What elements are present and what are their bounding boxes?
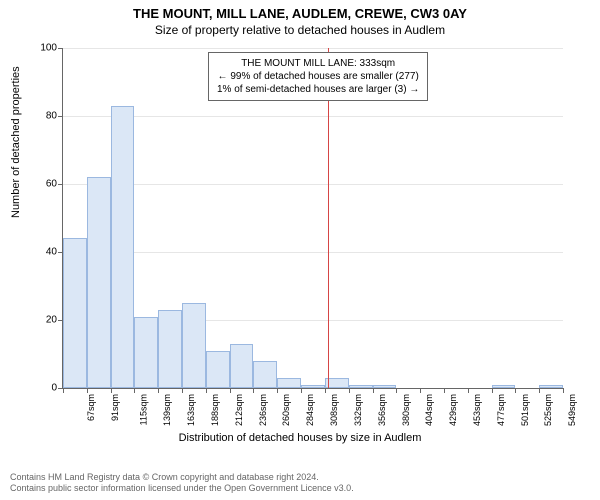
x-tick-label: 91sqm (110, 394, 120, 421)
histogram-bar (206, 351, 230, 388)
x-tick-mark (349, 388, 350, 393)
histogram-bar (158, 310, 182, 388)
x-tick-mark (134, 388, 135, 393)
y-tick-label: 40 (46, 247, 63, 258)
x-tick-mark (492, 388, 493, 393)
x-tick-label: 115sqm (138, 394, 148, 425)
histogram-bar (492, 385, 516, 388)
x-tick-label: 549sqm (567, 394, 577, 426)
histogram-bar (349, 385, 373, 388)
x-tick-label: 284sqm (305, 394, 315, 426)
x-tick-mark (253, 388, 254, 393)
histogram-bar (63, 238, 87, 388)
y-tick-label: 80 (46, 111, 63, 122)
histogram-bar (111, 106, 135, 388)
x-tick-label: 260sqm (282, 394, 292, 426)
footer-text: Contains HM Land Registry data © Crown c… (10, 472, 354, 494)
x-tick-label: 236sqm (258, 394, 268, 426)
x-tick-mark (158, 388, 159, 393)
x-tick-mark (206, 388, 207, 393)
x-tick-label: 477sqm (496, 394, 506, 426)
x-tick-mark (87, 388, 88, 393)
x-tick-mark (396, 388, 397, 393)
x-tick-label: 212sqm (234, 394, 244, 426)
x-tick-mark (420, 388, 421, 393)
x-tick-mark (325, 388, 326, 393)
x-tick-label: 139sqm (162, 394, 172, 426)
histogram-bar (253, 361, 277, 388)
histogram-bar (373, 385, 397, 388)
x-tick-mark (277, 388, 278, 393)
histogram-bar (134, 317, 158, 388)
x-tick-label: 453sqm (472, 394, 482, 426)
histogram-bar (277, 378, 301, 388)
x-tick-label: 380sqm (401, 394, 411, 426)
footer-line-1: Contains HM Land Registry data © Crown c… (10, 472, 354, 483)
x-tick-mark (373, 388, 374, 393)
x-tick-mark (468, 388, 469, 393)
histogram-bar (182, 303, 206, 388)
x-tick-label: 163sqm (186, 394, 196, 426)
x-tick-mark (63, 388, 64, 393)
x-tick-mark (563, 388, 564, 393)
grid-line (63, 116, 563, 117)
histogram-bar (87, 177, 111, 388)
x-tick-label: 404sqm (424, 394, 434, 426)
x-tick-label: 188sqm (210, 394, 220, 426)
chart-title: THE MOUNT, MILL LANE, AUDLEM, CREWE, CW3… (0, 0, 600, 21)
annotation-line-1: THE MOUNT MILL LANE: 333sqm (217, 57, 419, 70)
x-tick-label: 525sqm (543, 394, 553, 426)
histogram-bar (301, 385, 325, 388)
x-tick-mark (230, 388, 231, 393)
x-tick-label: 67sqm (86, 394, 96, 421)
x-tick-label: 356sqm (377, 394, 387, 426)
y-tick-label: 60 (46, 179, 63, 190)
histogram-bar (230, 344, 254, 388)
annotation-line-2: ← 99% of detached houses are smaller (27… (217, 70, 419, 83)
histogram-bar (539, 385, 563, 388)
x-tick-mark (444, 388, 445, 393)
y-axis-label: Number of detached properties (10, 66, 22, 218)
y-tick-label: 0 (51, 383, 63, 394)
chart-container: THE MOUNT, MILL LANE, AUDLEM, CREWE, CW3… (0, 0, 600, 500)
y-tick-label: 100 (40, 43, 63, 54)
x-tick-mark (515, 388, 516, 393)
annotation-box: THE MOUNT MILL LANE: 333sqm ← 99% of det… (208, 52, 428, 101)
grid-line (63, 184, 563, 185)
chart-subtitle: Size of property relative to detached ho… (0, 21, 600, 37)
x-tick-label: 429sqm (448, 394, 458, 426)
grid-line (63, 252, 563, 253)
x-tick-label: 332sqm (353, 394, 363, 426)
y-tick-label: 20 (46, 315, 63, 326)
x-tick-mark (182, 388, 183, 393)
x-tick-mark (111, 388, 112, 393)
x-tick-label: 308sqm (329, 394, 339, 426)
grid-line (63, 48, 563, 49)
x-tick-mark (539, 388, 540, 393)
plot-area: 02040608010067sqm91sqm115sqm139sqm163sqm… (62, 48, 563, 389)
annotation-line-3: 1% of semi-detached houses are larger (3… (217, 83, 419, 96)
x-tick-mark (301, 388, 302, 393)
footer-line-2: Contains public sector information licen… (10, 483, 354, 494)
x-axis-label: Distribution of detached houses by size … (0, 432, 600, 444)
x-tick-label: 501sqm (520, 394, 530, 426)
